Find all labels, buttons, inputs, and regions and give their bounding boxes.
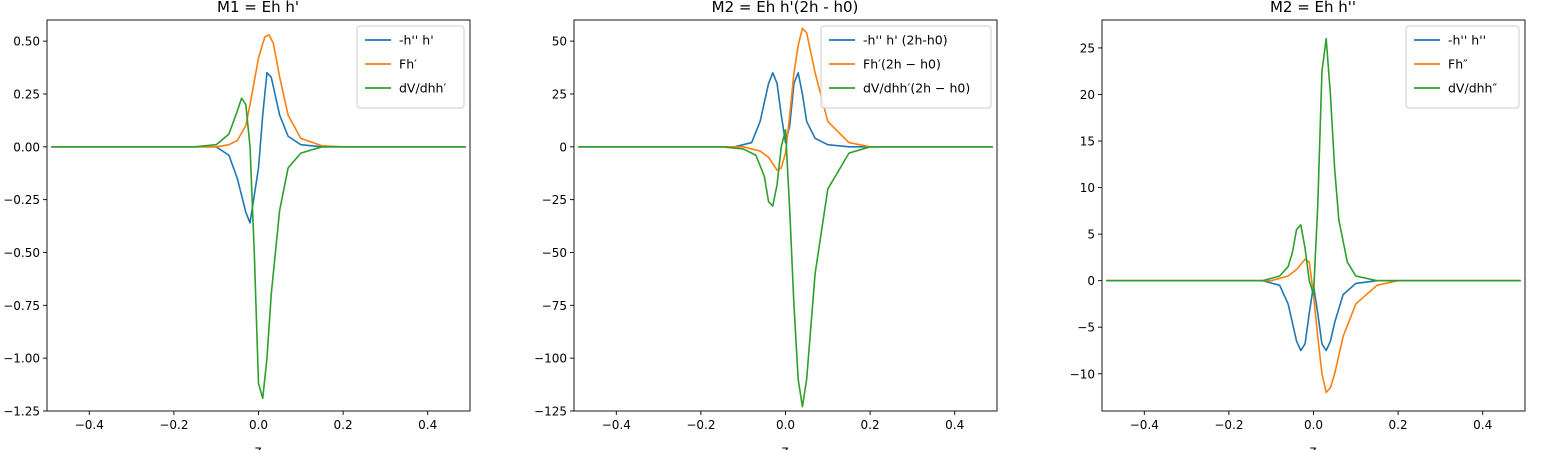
plot-2-y-tick-label: 50 bbox=[552, 35, 567, 49]
plot-2-x-tick-label: 0.2 bbox=[861, 418, 880, 432]
plot-3-x-axis-label: z bbox=[1310, 444, 1317, 450]
plot-panel-2: M2 = Eh h'(2h - h0) −0.4 −0.2 0.0 0.2 0.4 50… bbox=[534, 0, 998, 450]
plot-1-y-tick-label: −1.25 bbox=[3, 405, 40, 419]
plot-3-title: M2 = Eh h'' bbox=[1270, 0, 1356, 16]
plot-1-x-tick-label: −0.2 bbox=[159, 418, 188, 432]
plot-1-y-tick-label: 0.25 bbox=[13, 87, 40, 101]
plot-1-y-tick-label: −1.00 bbox=[3, 352, 40, 366]
plot-2-legend-label-fh-2h-h0: Fh′(2h − h0) bbox=[863, 57, 941, 72]
plot-2-y-tick-label: −50 bbox=[542, 246, 567, 260]
plot-2-series-line-3 bbox=[578, 129, 993, 408]
plot-2-y-tick-label: 25 bbox=[552, 87, 567, 101]
plot-2-y-tick-label: 0 bbox=[559, 140, 567, 154]
plot-1-y-tick-label: 0.00 bbox=[13, 140, 40, 154]
plot-1-legend-label-h-h: -h'' h' bbox=[399, 33, 434, 48]
plot-1-legend-label-dv-dhh: dV/dhh′ bbox=[399, 81, 446, 96]
plot-1-y-ticks: 0.50 0.25 0.00 −0.25 −0.50 −0.75 −1.00 −1.25 bbox=[3, 35, 47, 419]
plot-3-legend: -h'' h'' Fh″ dV/dhh″ bbox=[1405, 25, 1520, 109]
plot-3-y-tick-label: 5 bbox=[1087, 228, 1095, 242]
plot-2-x-tick-label: 0.4 bbox=[945, 418, 964, 432]
plot-2-y-tick-label: −125 bbox=[534, 405, 567, 419]
plot-2-area bbox=[573, 19, 998, 412]
plot-1-y-tick-label: 0.50 bbox=[13, 35, 40, 49]
plot-1-x-tick-label: 0.0 bbox=[249, 418, 268, 432]
plot-3-legend-label-fh: Fh″ bbox=[1448, 57, 1468, 72]
plot-panel-1: M1 = Eh h' −0.4 −0.2 0.0 0.2 0.4 0.50 0.25 0.0… bbox=[3, 0, 471, 450]
plot-2-title: M2 = Eh h'(2h - h0) bbox=[712, 0, 859, 16]
plot-3-x-ticks: −0.4 −0.2 0.0 0.2 0.4 bbox=[1130, 411, 1492, 432]
plot-1-y-tick-label: −0.75 bbox=[3, 299, 40, 313]
plot-3-y-ticks: 25 20 15 10 5 0 −5 −10 bbox=[1070, 41, 1102, 381]
plot-1-x-axis-label: z bbox=[255, 444, 262, 450]
plot-2-legend: -h'' h' (2h-h0) Fh′(2h − h0) dV/dhh′(2h − … bbox=[820, 25, 992, 109]
plot-3-y-tick-label: 20 bbox=[1080, 88, 1095, 102]
plot-3-y-tick-label: −10 bbox=[1070, 367, 1095, 381]
plot-1-series-line-2 bbox=[51, 33, 466, 148]
plot-1-legend: -h'' h' Fh′ dV/dhh′ bbox=[356, 25, 465, 109]
plot-1-y-tick-label: −0.25 bbox=[3, 193, 40, 207]
plot-3-legend-label-h-h: -h'' h'' bbox=[1448, 33, 1486, 48]
plot-2-y-tick-label: −100 bbox=[534, 352, 567, 366]
plot-2-legend-label-dv-dhh-2h-h0: dV/dhh′(2h − h0) bbox=[863, 81, 970, 96]
plot-2-y-ticks: 50 25 0 −25 −50 −75 −100 −125 bbox=[534, 35, 574, 419]
plot-2-x-axis-label: z bbox=[782, 444, 789, 450]
plot-1-x-ticks: −0.4 −0.2 0.0 0.2 0.4 bbox=[75, 411, 437, 432]
plot-2-y-tick-label: −75 bbox=[542, 299, 567, 313]
plot-3-x-tick-label: 0.0 bbox=[1304, 418, 1323, 432]
plot-2-x-tick-label: −0.2 bbox=[686, 418, 715, 432]
plot-3-x-tick-label: −0.2 bbox=[1214, 418, 1243, 432]
plot-3-x-tick-label: 0.2 bbox=[1389, 418, 1408, 432]
plot-3-y-tick-label: 15 bbox=[1080, 135, 1095, 149]
plot-3-y-tick-label: −5 bbox=[1077, 321, 1095, 335]
plot-3-series-line-3 bbox=[1106, 37, 1521, 296]
plot-3-y-tick-label: 10 bbox=[1080, 181, 1095, 195]
plot-3-series-line-1 bbox=[1106, 279, 1521, 352]
plot-2-series-line-2 bbox=[578, 27, 993, 171]
plot-3-series-line-2 bbox=[1106, 258, 1521, 394]
plot-2-y-tick-label: −25 bbox=[542, 193, 567, 207]
plot-2-x-tick-label: 0.0 bbox=[776, 418, 795, 432]
plot-1-y-tick-label: −0.50 bbox=[3, 246, 40, 260]
plot-3-area bbox=[1101, 19, 1526, 412]
plot-2-legend-label-h-h-2h-h0: -h'' h' (2h-h0) bbox=[863, 33, 948, 48]
plot-1-x-tick-label: 0.4 bbox=[418, 418, 437, 432]
plot-3-x-tick-label: 0.4 bbox=[1473, 418, 1492, 432]
plot-2-legend-box bbox=[820, 25, 992, 109]
plot-1-series-line-3 bbox=[51, 97, 466, 400]
plot-1-x-tick-label: −0.4 bbox=[75, 418, 104, 432]
plot-3-y-tick-label: 0 bbox=[1087, 274, 1095, 288]
plot-1-series-line-1 bbox=[51, 72, 466, 224]
plot-panel-3: M2 = Eh h'' −0.4 −0.2 0.0 0.2 0.4 25 20 15 10 5 0… bbox=[1070, 0, 1526, 450]
plot-1-x-tick-label: 0.2 bbox=[334, 418, 353, 432]
plot-1-legend-label-fh: Fh′ bbox=[399, 57, 417, 72]
plot-3-legend-label-dv-dhh: dV/dhh″ bbox=[1448, 81, 1497, 96]
plot-3-y-tick-label: 25 bbox=[1080, 41, 1095, 55]
plot-1-title: M1 = Eh h' bbox=[217, 0, 299, 16]
plot-2-x-tick-label: −0.4 bbox=[602, 418, 631, 432]
plot-3-x-tick-label: −0.4 bbox=[1130, 418, 1159, 432]
plot-2-x-ticks: −0.4 −0.2 0.0 0.2 0.4 bbox=[602, 411, 964, 432]
